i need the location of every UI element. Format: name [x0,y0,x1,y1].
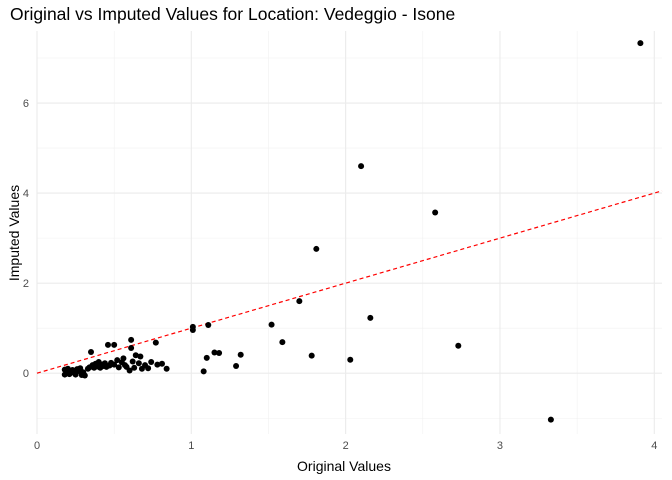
data-point [128,344,135,351]
y-tick-label: 4 [23,188,29,200]
data-point [111,361,118,368]
y-axis-tick-labels: 0 2 4 6 [23,98,29,380]
data-point [159,360,165,367]
data-point [88,349,95,356]
data-point [211,349,218,356]
y-tick-label: 0 [23,368,29,380]
major-gridlines [36,31,662,434]
data-point [111,341,118,348]
data-points [61,40,644,423]
data-point [233,363,240,370]
data-point [154,361,161,368]
x-tick-label: 1 [188,440,194,452]
data-point [367,314,374,321]
y-tick-label: 6 [23,98,29,110]
minor-gridlines [37,31,662,434]
data-point [145,365,152,372]
reference-line [36,190,663,374]
data-point [137,353,144,360]
chart-title: Original vs Imputed Values for Location:… [10,4,455,24]
data-point [216,349,223,356]
data-point [547,416,554,423]
data-point [163,365,170,372]
data-point [205,322,212,329]
data-point [148,358,155,365]
data-point [268,321,275,328]
data-point [77,365,84,372]
data-point [189,326,196,333]
data-point [120,355,127,362]
data-point [135,360,142,367]
data-point [115,364,122,371]
data-point [637,40,644,47]
data-point [152,339,159,346]
x-tick-label: 2 [343,440,349,452]
data-point [358,163,365,170]
data-point [81,372,88,379]
data-point [296,298,303,305]
data-point [131,364,138,371]
x-axis-tick-labels: 0 1 2 3 4 [34,440,657,452]
data-point [200,368,207,375]
data-point [114,357,121,364]
x-tick-label: 0 [34,440,40,452]
data-point [128,336,135,343]
data-point [129,358,136,365]
data-point [432,209,439,216]
identity-line [36,190,663,374]
y-tick-label: 2 [23,278,29,290]
y-axis-title: Imputed Values [6,185,22,281]
data-point [313,245,320,252]
data-point [279,339,286,346]
x-tick-label: 3 [497,440,503,452]
data-point [104,341,111,348]
data-point [455,342,462,349]
data-point [347,356,354,363]
data-point [203,354,210,361]
x-axis-title: Original Values [297,458,391,474]
data-point [237,351,244,358]
data-point [126,367,133,374]
data-point [132,352,139,359]
x-tick-label: 4 [651,440,657,452]
data-point [308,352,315,359]
